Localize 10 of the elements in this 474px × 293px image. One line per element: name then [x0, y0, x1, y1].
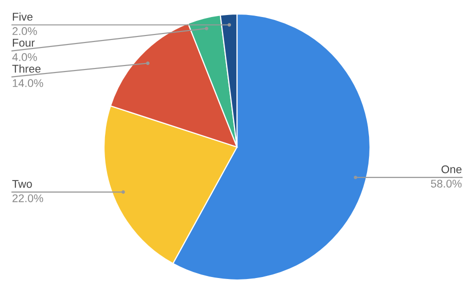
data-label: 4.0% [12, 53, 37, 62]
slice-label: Two [12, 180, 32, 188]
data-label: 2.0% [12, 27, 37, 36]
slice-label: One [442, 165, 462, 174]
slice-label: Four [12, 38, 35, 47]
slice-label: Three [12, 64, 41, 73]
data-label: 14.0% [12, 79, 44, 88]
data-label: 58.0% [430, 180, 462, 188]
data-label: 22.0% [12, 194, 44, 202]
slice-label: Five [12, 12, 32, 21]
